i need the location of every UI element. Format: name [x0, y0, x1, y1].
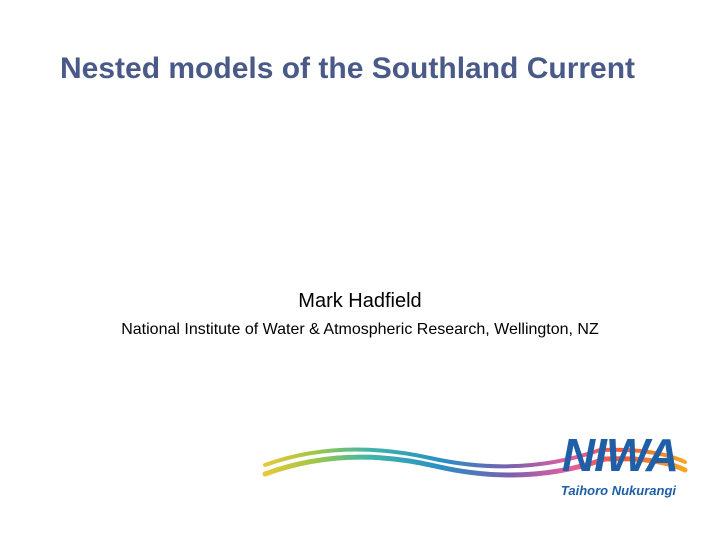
logo-tagline: Taihoro Nukurangi	[561, 483, 676, 498]
author-name: Mark Hadfield	[0, 290, 720, 313]
author-block: Mark Hadfield National Institute of Wate…	[0, 290, 720, 339]
slide-title: Nested models of the Southland Current	[60, 50, 650, 88]
logo-brand-text: NIWA	[562, 432, 678, 478]
author-affiliation: National Institute of Water & Atmospheri…	[0, 321, 720, 339]
niwa-logo: NIWA Taihoro Nukurangi	[260, 405, 690, 510]
